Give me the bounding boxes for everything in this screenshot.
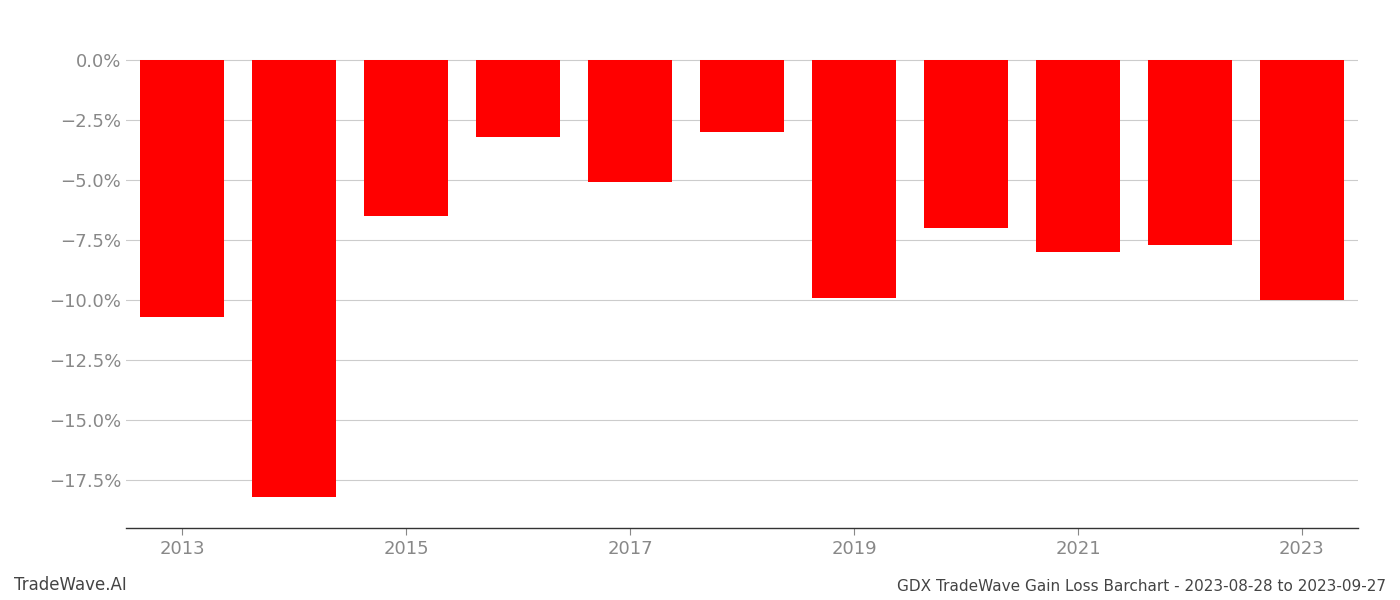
- Bar: [252, 60, 336, 497]
- Bar: [700, 60, 784, 132]
- Bar: [1260, 60, 1344, 300]
- Bar: [924, 60, 1008, 228]
- Text: TradeWave.AI: TradeWave.AI: [14, 576, 127, 594]
- Text: GDX TradeWave Gain Loss Barchart - 2023-08-28 to 2023-09-27: GDX TradeWave Gain Loss Barchart - 2023-…: [897, 579, 1386, 594]
- Bar: [476, 60, 560, 137]
- Bar: [1148, 60, 1232, 245]
- Bar: [364, 60, 448, 216]
- Bar: [588, 60, 672, 182]
- Bar: [140, 60, 224, 317]
- Bar: [812, 60, 896, 298]
- Bar: [1036, 60, 1120, 252]
